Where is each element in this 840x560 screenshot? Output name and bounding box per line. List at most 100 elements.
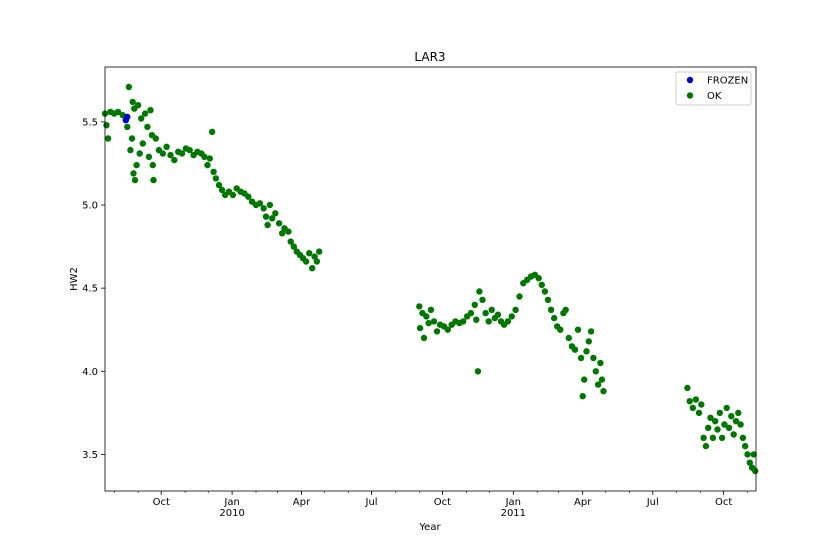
data-point-ok — [508, 313, 515, 320]
data-point-ok — [583, 348, 590, 355]
x-tick-label: Apr — [293, 497, 311, 508]
data-point-ok — [750, 451, 757, 458]
data-point-ok — [306, 250, 313, 257]
data-point-ok — [103, 122, 110, 129]
data-point-ok — [707, 414, 714, 421]
data-point-ok — [245, 193, 252, 200]
legend-label-ok: OK — [707, 91, 722, 102]
data-point-ok — [215, 181, 223, 189]
data-point-ok — [718, 434, 726, 441]
data-point-ok — [423, 313, 430, 320]
data-point-ok — [467, 309, 475, 317]
data-point-ok — [262, 213, 270, 220]
data-point-ok — [311, 253, 318, 260]
data-point-ok — [544, 296, 552, 303]
plot-frame — [104, 66, 757, 492]
y-tick-label: 3.5 — [82, 450, 98, 461]
data-point-ok — [535, 275, 542, 282]
x-axis-label: Year — [418, 522, 441, 533]
data-point-ok — [476, 288, 483, 295]
data-point-ok — [574, 326, 582, 333]
data-point-ok — [504, 318, 512, 325]
data-point-ok — [229, 191, 237, 199]
y-axis-label: HW2 — [69, 267, 80, 291]
data-point-ok — [152, 135, 159, 142]
data-point-ok — [579, 393, 586, 400]
data-point-ok — [186, 146, 193, 154]
data-point-ok — [571, 346, 579, 353]
data-point-ok — [138, 115, 145, 122]
data-point-ok — [594, 381, 602, 388]
data-point-ok — [430, 318, 438, 325]
data-point-ok — [149, 161, 156, 169]
data-point-ok — [737, 421, 744, 428]
data-point-ok — [416, 303, 423, 310]
data-point-ok — [712, 418, 719, 425]
data-point-ok — [581, 376, 588, 383]
data-point-ok — [125, 83, 133, 91]
data-point-ok — [433, 328, 441, 335]
data-point-ok — [742, 442, 749, 450]
data-point-ok — [541, 288, 549, 295]
data-point-ok — [145, 153, 153, 160]
data-point-ok — [695, 409, 703, 417]
data-point-ok — [460, 318, 467, 325]
data-point-ok — [725, 424, 733, 431]
data-point-ok — [167, 151, 174, 159]
data-point-ok — [565, 334, 572, 342]
data-point-ok — [721, 421, 728, 428]
data-point-ok — [316, 248, 323, 255]
data-point-ok — [136, 150, 143, 157]
x-tick-label: Jan — [505, 497, 521, 508]
data-point-ok — [562, 306, 569, 313]
data-point-ok — [144, 123, 151, 131]
data-point-ok — [752, 467, 759, 475]
data-point-ok — [204, 161, 211, 169]
data-point-ok — [684, 384, 691, 392]
data-point-ok — [218, 186, 226, 194]
data-point-ok — [739, 434, 747, 441]
y-tick-label: 4.0 — [82, 367, 98, 378]
data-point-ok — [130, 170, 137, 177]
legend-label-frozen: FROZEN — [707, 76, 748, 87]
data-point-ok — [163, 143, 170, 150]
data-point-ok — [597, 359, 604, 367]
data-point-ok — [592, 368, 599, 375]
x-tick-year-label: 2011 — [501, 508, 526, 519]
data-point-ok — [512, 306, 519, 313]
data-point-frozen — [124, 113, 131, 121]
data-point-ok — [494, 311, 502, 318]
x-tick-label: Jan — [223, 497, 239, 508]
y-tick-label: 5.5 — [82, 117, 98, 128]
data-point-ok — [474, 368, 482, 375]
data-point-ok — [473, 316, 480, 323]
data-point-ok — [551, 314, 558, 322]
data-point-ok — [598, 376, 606, 383]
y-axis: 3.5 4.0 4.5 5.0 5.5 — [82, 117, 105, 461]
data-point-ok — [516, 293, 523, 300]
y-tick-label: 5.0 — [82, 201, 98, 212]
data-point-ok — [128, 135, 136, 142]
x-tick-year-label: 2010 — [219, 508, 244, 519]
x-tick-label: Apr — [574, 497, 592, 508]
x-tick-label: Jul — [646, 497, 659, 508]
data-point-ok — [178, 150, 186, 157]
data-point-ok — [256, 200, 264, 207]
data-point-ok — [302, 258, 310, 265]
data-point-ok — [309, 265, 316, 272]
data-point-ok — [485, 318, 492, 325]
data-point-ok — [210, 168, 217, 175]
data-point-ok — [416, 324, 424, 332]
data-point-ok — [746, 459, 753, 466]
y-tick-label: 4.5 — [82, 284, 98, 295]
chart-title: LAR3 — [414, 50, 445, 64]
data-point-ok — [705, 424, 712, 431]
data-point-ok — [444, 326, 451, 333]
data-point-ok — [134, 102, 142, 109]
data-point-ok — [147, 107, 154, 114]
data-point-ok — [208, 128, 216, 135]
data-point-ok — [744, 451, 751, 458]
data-point-ok — [260, 205, 267, 212]
data-point-ok — [139, 140, 146, 147]
